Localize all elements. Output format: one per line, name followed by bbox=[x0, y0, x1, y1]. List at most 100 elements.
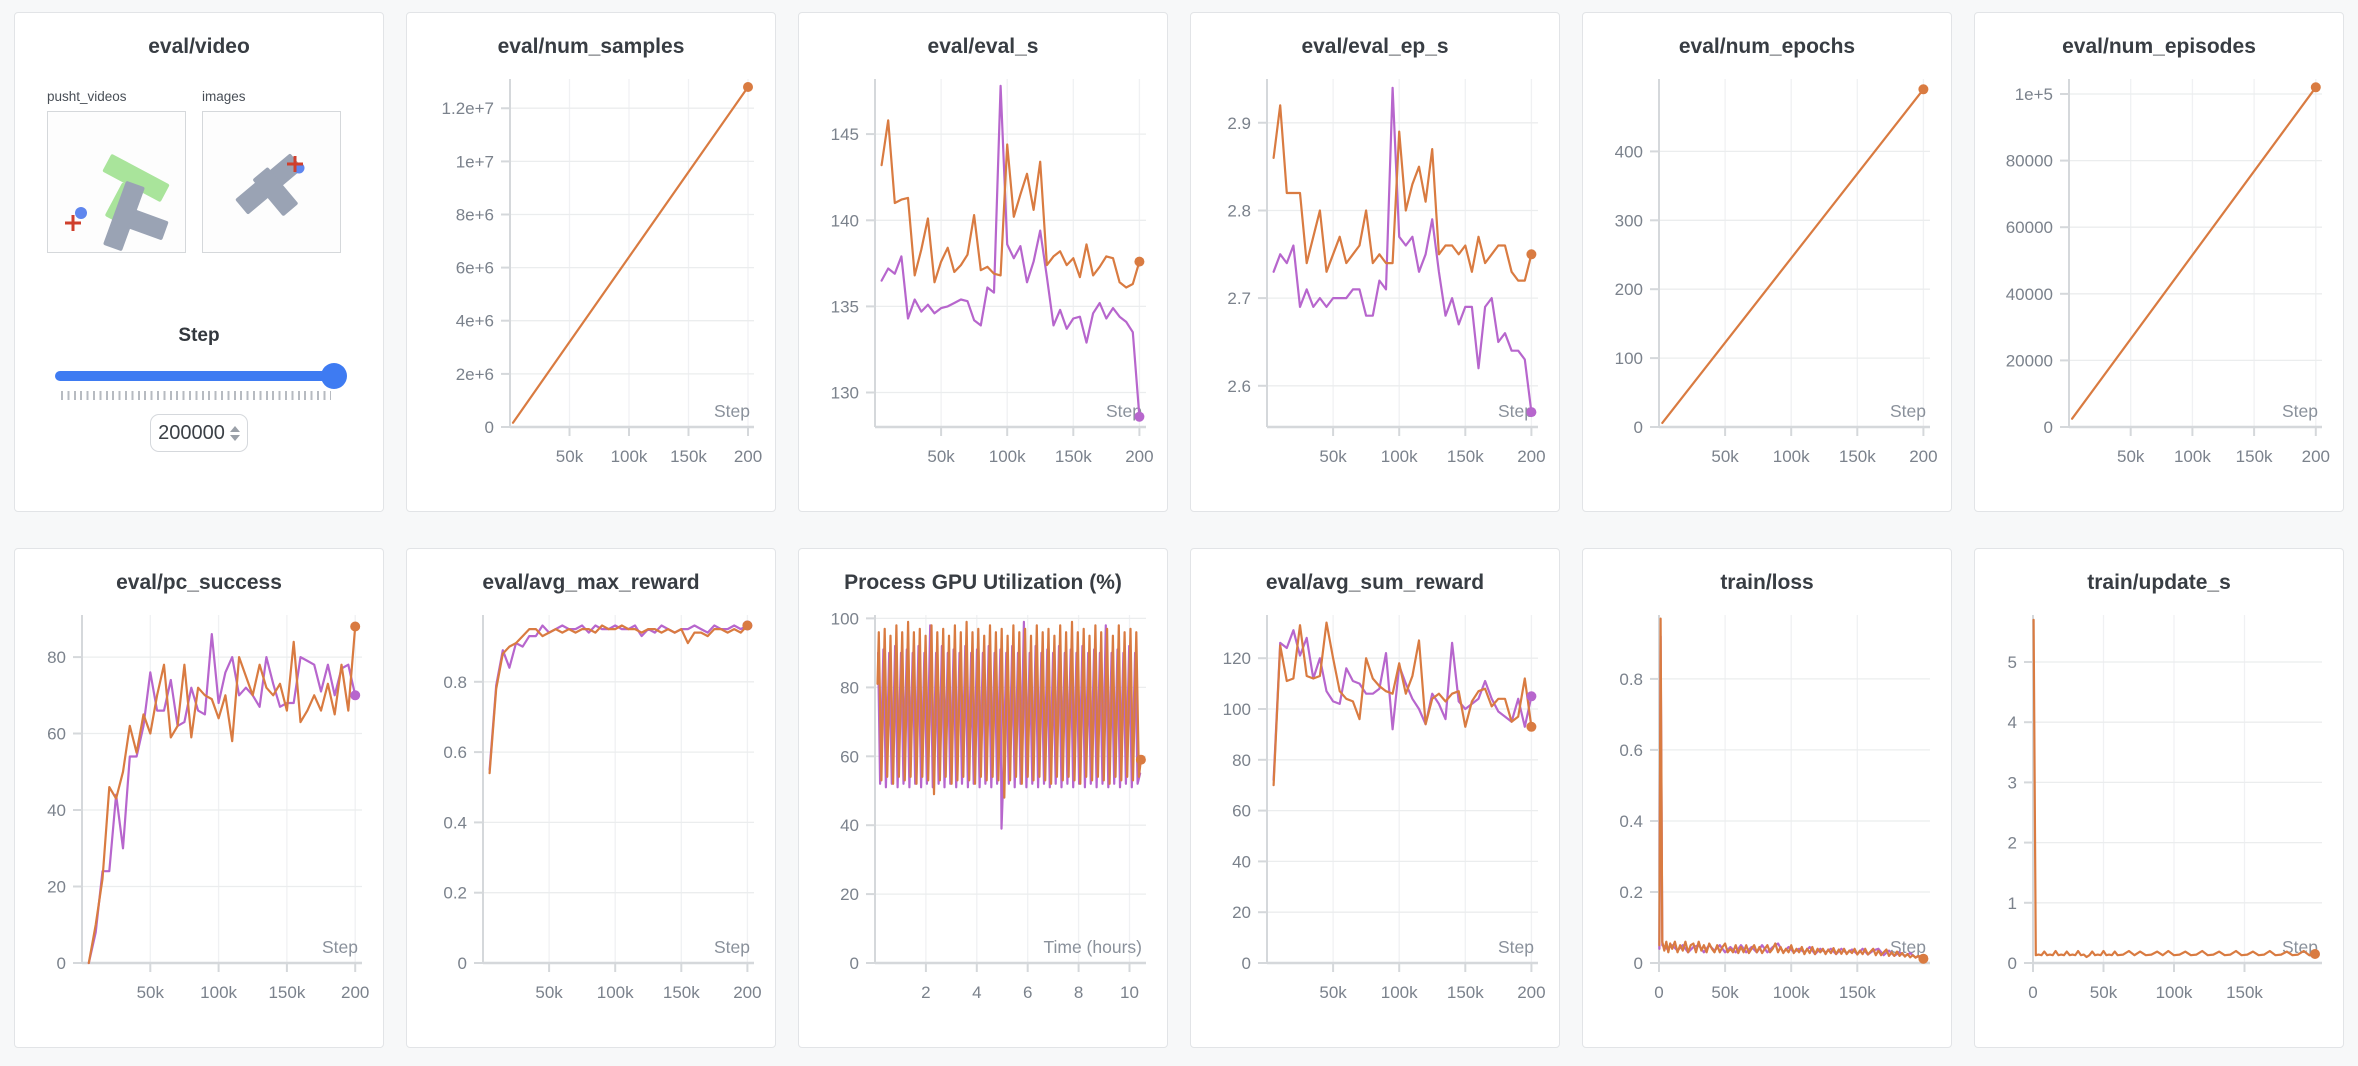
chart-canvas: 0 100 200 300 400 50k 100k 150k 200 Step bbox=[1615, 79, 1938, 466]
chart-canvas: 0 20 40 60 80 100 2 4 6 8 10 Time (hours) bbox=[831, 609, 1146, 1002]
x-tick-label: 4 bbox=[972, 983, 981, 1002]
x-axis-label: Step bbox=[2282, 937, 2318, 957]
x-tick-label: 50k bbox=[1711, 983, 1739, 1002]
chart-plot-area[interactable]: 0 100 200 300 400 50k 100k 150k 200 Step bbox=[1583, 71, 1951, 475]
pusht-video-thumbnail[interactable] bbox=[47, 111, 186, 253]
chart-canvas: 0 20 40 60 80 50k 100k 150k 200 Step bbox=[47, 615, 369, 1002]
step-value: 200000 bbox=[158, 421, 225, 444]
step-slider-thumb[interactable] bbox=[321, 363, 347, 389]
x-tick-label: 50k bbox=[556, 447, 584, 466]
panel-eval-video: eval/video pusht_videos bbox=[14, 12, 384, 512]
panel-eval-pc-success: eval/pc_success 0 20 40 60 80 50k 100k 150k 200 S… bbox=[14, 548, 384, 1048]
y-tick-label: 100 bbox=[1223, 700, 1251, 719]
x-tick-label: 150k bbox=[1055, 447, 1092, 466]
x-tick-label: 200 bbox=[1517, 983, 1545, 1002]
panel-eval-avg-max-reward: eval/avg_max_reward 0 0.2 0.4 0.6 0.8 50k 100k… bbox=[406, 548, 776, 1048]
chart-plot-area[interactable]: 0 20 40 60 80 100 120 50k 100k 150k 200 Step bbox=[1191, 607, 1559, 1011]
series-end-dot-orange bbox=[2310, 949, 2320, 959]
y-tick-label: 80 bbox=[840, 678, 859, 697]
series-end-dot-orange bbox=[1134, 256, 1145, 267]
series-line-orange bbox=[1658, 617, 1925, 960]
chart-plot-area[interactable]: 130 135 140 145 50k 100k 150k 200 Step bbox=[799, 71, 1167, 475]
step-slider bbox=[55, 363, 347, 389]
y-tick-label: 2e+6 bbox=[456, 365, 494, 384]
spinner-up-icon[interactable] bbox=[229, 425, 240, 432]
series-line-purple bbox=[87, 633, 357, 965]
x-tick-label: 50k bbox=[1319, 447, 1347, 466]
x-tick-label: 100k bbox=[597, 983, 634, 1002]
chart-plot-area[interactable]: 0 0.2 0.4 0.6 0.8 0 50k 100k 150k Step bbox=[1583, 607, 1951, 1011]
series-line-orange bbox=[1272, 104, 1533, 282]
series-line-orange bbox=[880, 119, 1141, 289]
y-tick-label: 4 bbox=[2008, 713, 2017, 732]
series-line-purple bbox=[1272, 86, 1533, 414]
x-tick-label: 100k bbox=[200, 983, 237, 1002]
y-tick-label: 1 bbox=[2008, 894, 2017, 913]
y-tick-label: 120 bbox=[1223, 649, 1251, 668]
panel-title: eval/avg_sum_reward bbox=[1265, 571, 1485, 594]
y-tick-label: 20 bbox=[47, 878, 66, 897]
y-tick-label: 100 bbox=[831, 609, 859, 628]
x-tick-label: 200 bbox=[1125, 447, 1153, 466]
panel-train-loss: train/loss 0 0.2 0.4 0.6 0.8 0 50k 100k 150k Step bbox=[1582, 548, 1952, 1048]
panel-title: eval/num_epochs bbox=[1678, 35, 1856, 58]
chart-plot-area[interactable]: 0 0.2 0.4 0.6 0.8 50k 100k 150k 200 Step bbox=[407, 607, 775, 1011]
chart-plot-area[interactable]: 0 1 2 3 4 5 0 50k 100k 150k Step bbox=[1975, 607, 2343, 1011]
panel-train-update-s: train/update_s 0 1 2 3 4 5 0 50k 100k 150k Step bbox=[1974, 548, 2344, 1048]
panel-eval-num-epochs: eval/num_epochs 0 100 200 300 400 50k 100k 150k… bbox=[1582, 12, 1952, 512]
step-slider-track[interactable] bbox=[55, 371, 341, 381]
x-tick-label: 100k bbox=[2174, 447, 2211, 466]
y-tick-label: 4e+6 bbox=[456, 312, 494, 331]
y-tick-label: 40 bbox=[47, 801, 66, 820]
x-tick-label: 150k bbox=[268, 983, 305, 1002]
series-end-dot-purple bbox=[1134, 411, 1145, 422]
chart-canvas: 0 20000 40000 60000 80000 1e+5 50k 100k 150k 200 S… bbox=[2006, 79, 2330, 466]
series-end-dot-orange bbox=[1918, 953, 1929, 964]
series-line-orange bbox=[87, 625, 357, 965]
y-tick-label: 1.2e+7 bbox=[442, 99, 494, 118]
step-value-input[interactable]: 200000 bbox=[150, 414, 248, 452]
panel-title: eval/pc_success bbox=[116, 571, 282, 594]
x-tick-label: 10 bbox=[1120, 983, 1139, 1002]
series-end-dot-purple bbox=[1526, 691, 1537, 702]
y-tick-label: 0 bbox=[850, 954, 859, 973]
x-tick-label: 50k bbox=[1319, 983, 1347, 1002]
series-end-dot-orange bbox=[742, 620, 753, 631]
chart-plot-area[interactable]: 0 20 40 60 80 50k 100k 150k 200 Step bbox=[15, 607, 383, 1011]
y-tick-label: 0.6 bbox=[443, 743, 467, 762]
y-tick-label: 300 bbox=[1615, 211, 1643, 230]
panel-eval-eval-s: eval/eval_s 130 135 140 145 50k 100k 150k 200 St… bbox=[798, 12, 1168, 512]
y-tick-label: 20 bbox=[840, 885, 859, 904]
y-tick-label: 145 bbox=[831, 125, 859, 144]
y-tick-label: 0 bbox=[1634, 954, 1643, 973]
chart-plot-area[interactable]: 0 20 40 60 80 100 2 4 6 8 10 Time (hours) bbox=[799, 607, 1167, 1011]
chart-plot-area[interactable]: 0 20000 40000 60000 80000 1e+5 50k 100k 150k 200 S… bbox=[1975, 71, 2343, 475]
y-tick-label: 100 bbox=[1615, 349, 1643, 368]
series-line-purple bbox=[880, 84, 1141, 418]
media-row: pusht_videos bbox=[15, 89, 383, 253]
x-tick-label: 200 bbox=[733, 983, 761, 1002]
images-thumbnail[interactable] bbox=[202, 111, 341, 253]
y-tick-label: 2.9 bbox=[1227, 114, 1251, 133]
goal-cross bbox=[65, 215, 81, 231]
series-end-dot-orange bbox=[2310, 82, 2321, 93]
y-tick-label: 60 bbox=[47, 725, 66, 744]
y-tick-label: 0 bbox=[2008, 954, 2017, 973]
x-tick-label: 0 bbox=[2028, 983, 2037, 1002]
y-tick-label: 40000 bbox=[2006, 285, 2053, 304]
panel-eval-num-samples: eval/num_samples 0 2e+6 4e+6 6e+6 8e+6 1e+7 1.… bbox=[406, 12, 776, 512]
series-end-dot-orange bbox=[1526, 721, 1537, 732]
series-line-orange bbox=[2070, 86, 2317, 420]
y-tick-label: 20000 bbox=[2006, 351, 2053, 370]
y-tick-label: 140 bbox=[831, 211, 859, 230]
chart-plot-area[interactable]: 0 2e+6 4e+6 6e+6 8e+6 1e+7 1.2e+7 50k 100k 150k 20… bbox=[407, 71, 775, 475]
spinner-down-icon[interactable] bbox=[229, 434, 240, 441]
x-tick-label: 100k bbox=[1773, 447, 1810, 466]
y-tick-label: 0 bbox=[57, 954, 66, 973]
y-tick-label: 135 bbox=[831, 297, 859, 316]
y-tick-label: 1e+7 bbox=[456, 152, 494, 171]
x-tick-label: 100k bbox=[1773, 983, 1810, 1002]
x-axis-label: Step bbox=[714, 401, 750, 421]
chart-plot-area[interactable]: 2.6 2.7 2.8 2.9 50k 100k 150k 200 Step bbox=[1191, 71, 1559, 475]
